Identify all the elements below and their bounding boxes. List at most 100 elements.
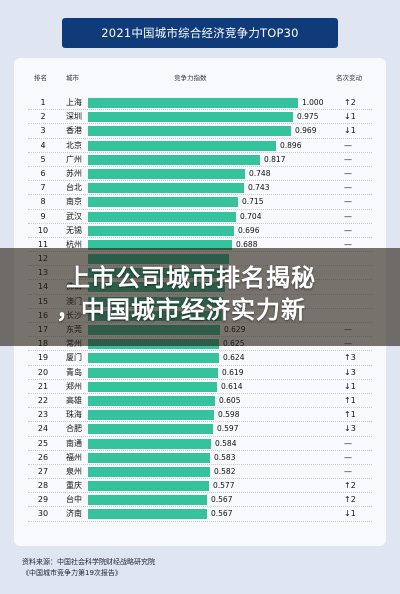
score-bar-track	[88, 154, 298, 165]
score-bar-track	[88, 211, 298, 222]
headline-line-2: ，中国城市经济实力新	[56, 296, 306, 324]
score-label: 0.715	[242, 197, 264, 207]
table-row: 9 武汉 0.704 —	[14, 210, 386, 224]
table-row: 7 台北 0.743 —	[14, 181, 386, 196]
table-header: 排名 城市 竞争力指数 名次变动	[14, 58, 386, 92]
rank-cell: 8	[40, 197, 46, 207]
score-label: 0.688	[236, 239, 258, 249]
rank-cell: 6	[40, 168, 46, 178]
score-bar-track	[88, 225, 298, 236]
row-divider	[28, 378, 372, 380]
rank-change-cell: —	[344, 168, 352, 178]
score-bar	[88, 481, 209, 492]
table-row: 30 济南 0.567 ↓1	[14, 507, 386, 522]
header-change: 名次变动	[336, 74, 362, 82]
city-cell: 青岛	[66, 367, 82, 377]
score-bar-track	[88, 367, 298, 378]
score-label: 0.896	[280, 140, 302, 150]
table-row: 26 福州 0.583 —	[14, 451, 386, 465]
score-bar-track	[88, 168, 298, 179]
row-divider	[28, 222, 372, 224]
score-label: 0.817	[264, 154, 286, 164]
city-cell: 广州	[66, 154, 82, 164]
table-row: 2 深圳 0.975 ↓1	[14, 110, 386, 125]
city-cell: 南京	[66, 197, 82, 207]
row-divider	[28, 492, 372, 494]
table-row: 29 台中 0.567 ↑2	[14, 493, 386, 508]
city-cell: 台中	[66, 495, 82, 505]
score-bar	[88, 466, 210, 477]
rank-cell: 3	[40, 126, 46, 136]
score-bar-track	[88, 98, 298, 108]
score-bar	[88, 353, 219, 364]
table-row: 8 南京 0.715 —	[14, 195, 386, 210]
rank-change-cell: ↑2	[344, 495, 356, 505]
row-divider	[28, 123, 372, 125]
score-label: 0.584	[215, 438, 237, 448]
rank-cell: 20	[37, 367, 49, 377]
header-city: 城市	[66, 74, 79, 82]
city-cell: 武汉	[66, 211, 82, 221]
headline: 上市公司城市排名揭秘 ，中国城市经济实力新	[56, 262, 396, 326]
table-row: 21 郑州 0.614 ↓1	[14, 380, 386, 394]
score-bar-track	[88, 112, 298, 123]
rank-cell: 7	[40, 183, 46, 193]
table-row: 23 珠海 0.598 ↑1	[14, 408, 386, 423]
score-bar-track	[88, 452, 298, 463]
city-cell: 北京	[66, 140, 82, 150]
score-label: 0.605	[219, 395, 241, 405]
row-divider	[28, 137, 372, 139]
source-line-1: 资料来源：中国社会科学院财经战略研究院	[22, 558, 155, 566]
score-bar-track	[88, 183, 298, 194]
city-cell: 杭州	[66, 239, 82, 249]
rank-cell: 23	[37, 410, 49, 420]
row-divider	[28, 180, 372, 182]
rank-cell: 24	[37, 424, 49, 434]
header-score: 竞争力指数	[174, 74, 207, 82]
rank-change-cell: ↓1	[344, 112, 356, 122]
score-bar-track	[88, 126, 298, 137]
score-bar-track	[88, 438, 298, 449]
score-bar	[88, 225, 234, 236]
rank-change-cell: ↑1	[344, 410, 356, 420]
score-label: 0.624	[223, 353, 245, 363]
city-cell: 高雄	[66, 395, 82, 405]
city-cell: 上海	[66, 98, 82, 107]
row-divider	[28, 421, 372, 423]
table-row: 4 北京 0.896 —	[14, 139, 386, 153]
score-label: 0.743	[248, 183, 270, 193]
score-bar	[88, 424, 213, 435]
source-note: 资料来源：中国社会科学院财经战略研究院 《中国城市竞争力第19次报告》	[22, 557, 155, 579]
city-cell: 郑州	[66, 381, 82, 391]
city-cell: 深圳	[66, 112, 82, 122]
city-cell: 香港	[66, 126, 82, 136]
rank-cell: 25	[37, 438, 49, 448]
score-label: 0.748	[249, 168, 271, 178]
rank-cell: 9	[40, 211, 46, 221]
score-bar-track	[88, 424, 298, 435]
score-label: 0.583	[214, 452, 236, 462]
row-divider	[28, 435, 372, 437]
city-cell: 厦门	[66, 353, 82, 363]
city-cell: 南通	[66, 438, 82, 448]
score-label: 0.598	[218, 410, 240, 420]
rank-change-cell: —	[344, 225, 352, 235]
table-row: 3 香港 0.969 ↓1	[14, 124, 386, 139]
rank-change-cell: —	[344, 140, 352, 150]
score-bar	[88, 168, 245, 179]
city-cell: 无锡	[66, 225, 82, 235]
score-bar	[88, 112, 293, 123]
rank-cell: 2	[40, 112, 46, 122]
rank-change-cell: ↑2	[344, 481, 356, 491]
rank-change-cell: —	[344, 452, 352, 462]
rank-cell: 19	[37, 353, 49, 363]
score-bar	[88, 438, 211, 449]
source-line-2: 《中国城市竞争力第19次报告》	[22, 569, 122, 577]
table-row: 24 合肥 0.597 ↓3	[14, 422, 386, 437]
rank-change-cell: —	[344, 239, 352, 249]
row-divider	[28, 165, 372, 167]
row-divider	[28, 208, 372, 210]
rank-cell: 30	[37, 509, 49, 519]
rank-change-cell: —	[344, 438, 352, 448]
rank-change-cell: ↓1	[344, 509, 356, 519]
